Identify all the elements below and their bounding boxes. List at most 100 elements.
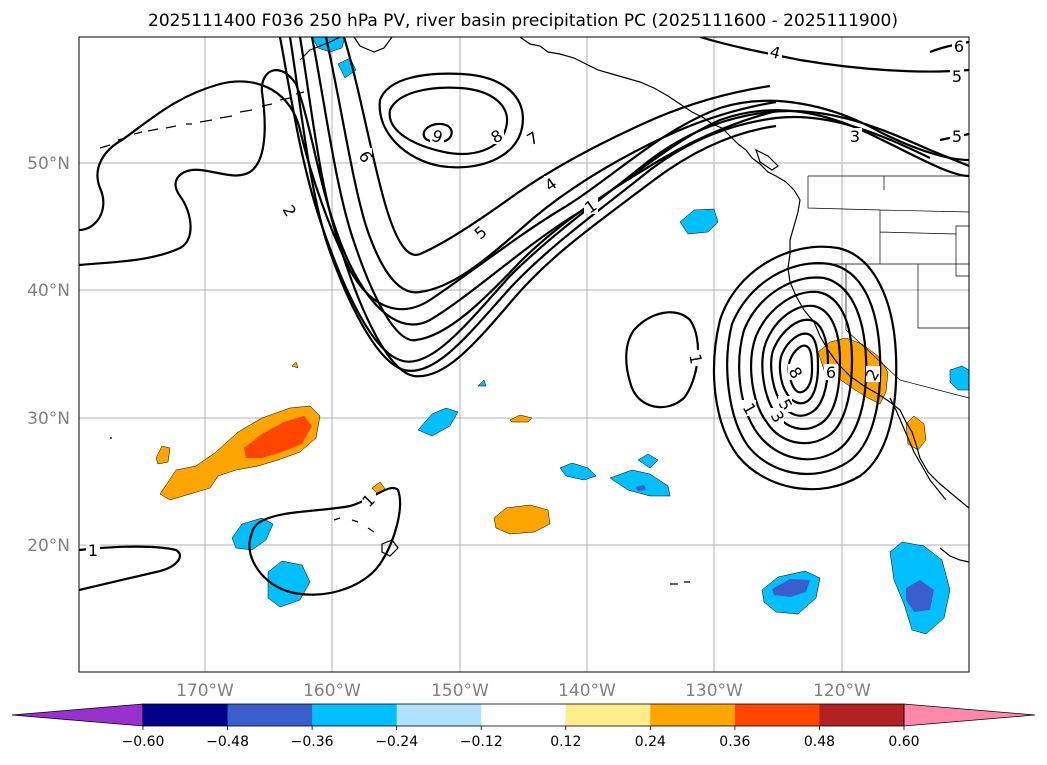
map-frame: [78, 36, 970, 673]
precip-neg-dot: [477, 379, 487, 387]
precip-neg-c3: [637, 453, 659, 469]
lat-labels: 50°N 40°N 30°N 20°N: [27, 154, 70, 556]
contour-label: 1: [739, 400, 761, 418]
pv-contours: [79, 37, 969, 596]
contour-level-8: [324, 37, 777, 294]
colorbar-segment: [396, 704, 482, 726]
clabel-1b: 1: [685, 352, 705, 365]
contour-closed-1: [625, 311, 700, 409]
contour-label: 5: [950, 127, 964, 146]
lon-label: 170°W: [176, 681, 234, 701]
precip-pos-main-red: [244, 416, 312, 458]
precip-neg-c2: [609, 469, 671, 497]
precip-neg-baja: [949, 365, 969, 391]
lon-label: 160°W: [303, 681, 361, 701]
colorbar-tick-label: −0.48: [206, 734, 249, 750]
colorbar-tick-label: −0.36: [291, 734, 334, 750]
colorbar-segment: [734, 704, 820, 726]
cutoff-7: [778, 332, 820, 405]
contour-label: 8: [785, 364, 807, 382]
precip-neg-mex2-dark: [906, 580, 934, 612]
precip-neg-hi2: [267, 560, 311, 608]
colorbar-tick-label: 0.36: [719, 734, 750, 750]
clabel-5c: 5: [952, 127, 962, 146]
contour-label: 2: [279, 202, 301, 220]
contour-label: 5: [950, 67, 964, 86]
lon-labels: 170°W 160°W 150°W 140°W 130°W 120°W: [176, 681, 871, 701]
precip-neg-nepac: [679, 208, 719, 235]
lat-label: 40°N: [27, 281, 70, 301]
colorbar-extend-high: [903, 703, 1036, 727]
precip-neg-c4: [636, 485, 646, 491]
precip-neg-mex1-dark: [772, 579, 810, 597]
precip-pos-baja: [905, 415, 927, 451]
colorbar-segment: [143, 704, 229, 726]
islands-small: [110, 437, 690, 585]
mexico-coast: [939, 547, 969, 563]
colorbar-tick-label: −0.12: [460, 734, 503, 750]
colorbar-extend-low: [11, 703, 144, 727]
lon-label: 120°W: [813, 681, 871, 701]
contour-label: 2: [862, 366, 884, 384]
contour-label: 6: [824, 363, 838, 382]
contour-label: 3: [767, 408, 789, 426]
colorbar-segment: [650, 704, 736, 726]
lon-label: 130°W: [685, 681, 743, 701]
contour-hawaii: [248, 487, 402, 596]
colorbar-outline: [142, 703, 905, 727]
colorbar-tick-label: 0.24: [635, 734, 666, 750]
contour-ne-1: [699, 37, 969, 73]
precip-fills: [155, 37, 969, 635]
contour-label: 1: [358, 490, 379, 511]
contour-level-5: [288, 37, 931, 372]
contour-label: 4: [541, 174, 560, 195]
contour-label: 1: [685, 350, 706, 366]
contour-west-1: [79, 545, 181, 592]
lon-label: 140°W: [558, 681, 616, 701]
contour-label: 3: [848, 127, 862, 146]
contour-label: 6: [952, 37, 966, 56]
colorbar-tick-label: 0.60: [888, 734, 919, 750]
cutoff-1: [712, 245, 898, 491]
clabel-1e: 1: [88, 541, 98, 560]
baja-coast: [889, 397, 947, 501]
colorbar-tick-label: −0.24: [375, 734, 418, 750]
contour-label: 1: [581, 196, 600, 217]
precip-neg-30n: [417, 407, 459, 437]
contour-level-7: [310, 37, 781, 342]
contour-label: 8: [488, 126, 506, 148]
colorbar-segment: [312, 704, 398, 726]
colorbar-segment: [565, 704, 651, 726]
contour-closed-b: [388, 86, 509, 156]
clabel-3a: 3: [850, 127, 860, 146]
contour-closed-a: [378, 72, 524, 169]
colorbar-segment: [481, 704, 567, 726]
colorbar-tick-label: 0.12: [550, 734, 581, 750]
precip-neg-c1: [559, 462, 597, 481]
coastlines: [99, 37, 969, 585]
contour-label: 9: [429, 126, 445, 147]
clabel-5b: 5: [952, 67, 962, 86]
contour-level-6: [298, 37, 777, 378]
contour-label: 6: [355, 148, 377, 166]
contour-level-2: [79, 80, 969, 311]
cutoff-4: [750, 290, 854, 445]
contour-label: 1: [86, 541, 100, 560]
us-states: [807, 176, 969, 399]
chart-title: 2025111400 F036 250 hPa PV, river basin …: [148, 11, 898, 31]
clabel-6c: 6: [826, 363, 836, 382]
hawaii-islands: [333, 517, 399, 557]
clabel-6b: 6: [954, 37, 964, 56]
colorbar-tick-label: 0.48: [804, 734, 835, 750]
lon-label: 150°W: [431, 681, 489, 701]
lat-label: 20°N: [27, 536, 70, 556]
colorbar-tick-label: −0.60: [122, 734, 165, 750]
lat-label: 50°N: [27, 154, 70, 174]
map-panel: 9 8 7 6 5 4 1 2 4 5 5 3 6 1 8 5 3 1 6 2 …: [79, 37, 969, 672]
precip-pos-s1: [155, 445, 171, 465]
colorbar: −0.60 −0.48 −0.36 −0.24 −0.12 0.12 0.24 0.36 0.4…: [11, 703, 1036, 750]
political-borders: [807, 175, 969, 399]
precip-pos-s5: [291, 361, 299, 369]
contour-label: 7: [524, 128, 542, 150]
